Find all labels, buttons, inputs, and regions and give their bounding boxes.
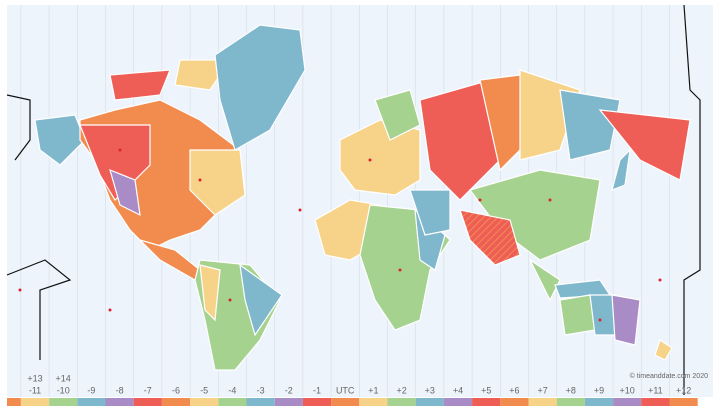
zone-label: -7 (144, 385, 152, 395)
zone-strip-cell (472, 398, 501, 406)
zone-strip-cell (302, 398, 332, 406)
india (459, 209, 521, 266)
zone-strip-cell (105, 398, 134, 406)
zone-strip-cell (7, 398, 21, 406)
zone-label: -2 (285, 385, 293, 395)
southeast-asia (528, 258, 561, 302)
zone-strip-cell (133, 398, 162, 406)
middle-east (409, 189, 451, 236)
zone-label: -8 (116, 385, 124, 395)
zone-strip-cell (274, 398, 303, 406)
date-line (683, 4, 701, 395)
sa-east (239, 263, 283, 337)
na-east (189, 149, 246, 216)
australia-west (559, 294, 596, 336)
zone-strip-cell (443, 398, 473, 406)
zone-label: +12 (676, 385, 691, 395)
greenland (214, 24, 306, 151)
zone-strip-cell (641, 398, 670, 406)
date-line (6, 259, 72, 360)
copyright: © timeanddate.com 2020 (630, 372, 708, 380)
australia-east (611, 294, 641, 346)
zone-label: +8 (566, 385, 576, 395)
zone-strip-cell (218, 398, 247, 406)
russia-west (419, 79, 501, 201)
zone-strip-cell (49, 398, 78, 406)
japan (611, 148, 631, 191)
zone-label: -6 (172, 385, 180, 395)
land (34, 24, 691, 371)
alaska (34, 114, 86, 166)
zone-strip-cell (359, 398, 388, 406)
zone-strip-cell (613, 398, 642, 406)
zone-label: -4 (228, 385, 236, 395)
zone-strip-cell (161, 398, 191, 406)
zone-label: +10 (620, 385, 635, 395)
zone-label: +9 (594, 385, 604, 395)
zone-strip-cell (246, 398, 275, 406)
zone-label: +7 (537, 385, 547, 395)
zone-label: +3 (425, 385, 435, 395)
scandinavia (374, 89, 421, 141)
cities (18, 148, 662, 322)
new-zealand (654, 339, 673, 361)
zone-label: -10 (57, 385, 70, 395)
russia-east (598, 109, 691, 181)
zone-strip-cell (669, 398, 698, 406)
zone-strip-cell (331, 398, 360, 406)
zone-strip-cell (528, 398, 557, 406)
zone-legend: -11 +13 -10 +14 -9 -8 -7 -6 -5 -4 -3 -2 -1 UTC +1 +2 +3 +… (7, 373, 698, 406)
australia-central (589, 294, 616, 336)
zone-label: +11 (648, 385, 663, 395)
zone-strip-cell (387, 398, 416, 406)
zone-label: -9 (87, 385, 95, 395)
zone-strip-cell (190, 398, 219, 406)
zone-label: -1 (313, 385, 321, 395)
sa-west (199, 264, 221, 322)
zone-label: -3 (257, 385, 265, 395)
zone-label: -5 (200, 385, 208, 395)
zone-label: -11 (29, 385, 41, 395)
zone-strip-cell (77, 398, 106, 406)
zone-strip-cell (584, 398, 614, 406)
siberia (559, 89, 621, 161)
zone-label: +2 (396, 385, 406, 395)
zone-label: +1 (368, 385, 378, 395)
na-mountain (109, 168, 141, 217)
zone-alt-label: +14 (56, 373, 71, 383)
zone-label: +5 (481, 385, 491, 395)
zone-strip-cell (556, 398, 585, 406)
zone-alt-label: +13 (27, 373, 42, 383)
zone-strip-cell (20, 398, 50, 406)
zone-label: +4 (453, 385, 463, 395)
date-line (6, 94, 31, 161)
zone-strip-cell (500, 398, 529, 406)
zone-label: +6 (509, 385, 519, 395)
zone-label: UTC (336, 385, 355, 395)
zone-strip-cell (415, 398, 444, 406)
arctic-islands (109, 69, 171, 101)
